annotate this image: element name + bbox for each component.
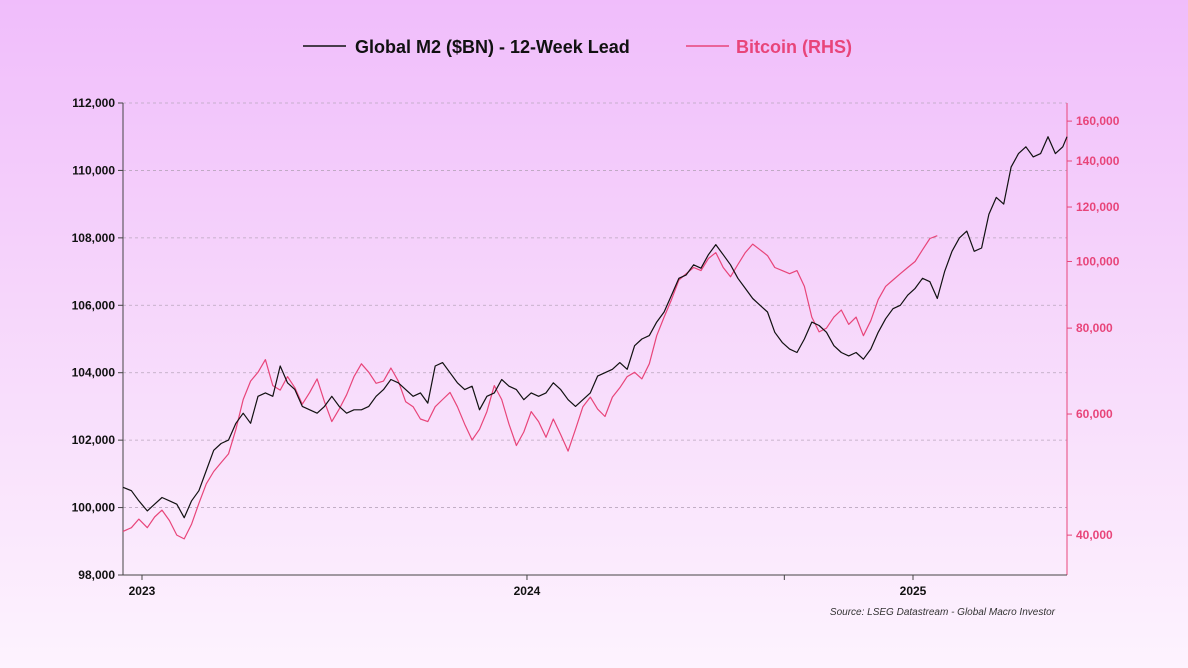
right-tick-label: 120,000 xyxy=(1076,200,1120,214)
legend-label-bitcoin: Bitcoin (RHS) xyxy=(736,37,852,57)
series-line-global-m2 xyxy=(122,136,1068,519)
left-tick-label: 100,000 xyxy=(72,501,116,515)
left-tick-label: 108,000 xyxy=(72,231,116,245)
right-axis-ticks: 40,000 60,000 80,000 100,000 120,000 140,000 1… xyxy=(1067,114,1120,542)
right-tick-label: 140,000 xyxy=(1076,154,1120,168)
x-tick-label: 2023 xyxy=(129,584,156,598)
gridlines xyxy=(123,102,1067,508)
x-axis-ticks: 2023 2024 2025 xyxy=(129,575,927,598)
series-lines xyxy=(122,136,1068,540)
left-tick-label: 104,000 xyxy=(72,366,116,380)
left-axis-ticks: 98,000 100,000 102,000 104,000 106,000 108,00… xyxy=(72,96,123,582)
x-tick-label: 2025 xyxy=(900,584,927,598)
right-tick-label: 160,000 xyxy=(1076,114,1120,128)
axes xyxy=(122,103,1068,576)
right-tick-label: 40,000 xyxy=(1076,528,1113,542)
right-tick-label: 60,000 xyxy=(1076,407,1113,421)
right-tick-label: 100,000 xyxy=(1076,254,1120,268)
left-tick-label: 102,000 xyxy=(72,433,116,447)
source-note: Source: LSEG Datastream - Global Macro I… xyxy=(830,607,1056,618)
series-line-bitcoin xyxy=(122,235,938,540)
x-tick-label: 2024 xyxy=(514,584,541,598)
left-tick-label: 110,000 xyxy=(72,163,115,177)
left-tick-label: 112,000 xyxy=(72,96,115,110)
legend: Global M2 ($BN) - 12-Week Lead Bitcoin (… xyxy=(303,37,852,57)
left-tick-label: 106,000 xyxy=(72,298,116,312)
legend-label-m2: Global M2 ($BN) - 12-Week Lead xyxy=(355,37,630,57)
right-tick-label: 80,000 xyxy=(1076,321,1113,335)
left-tick-label: 98,000 xyxy=(78,568,115,582)
